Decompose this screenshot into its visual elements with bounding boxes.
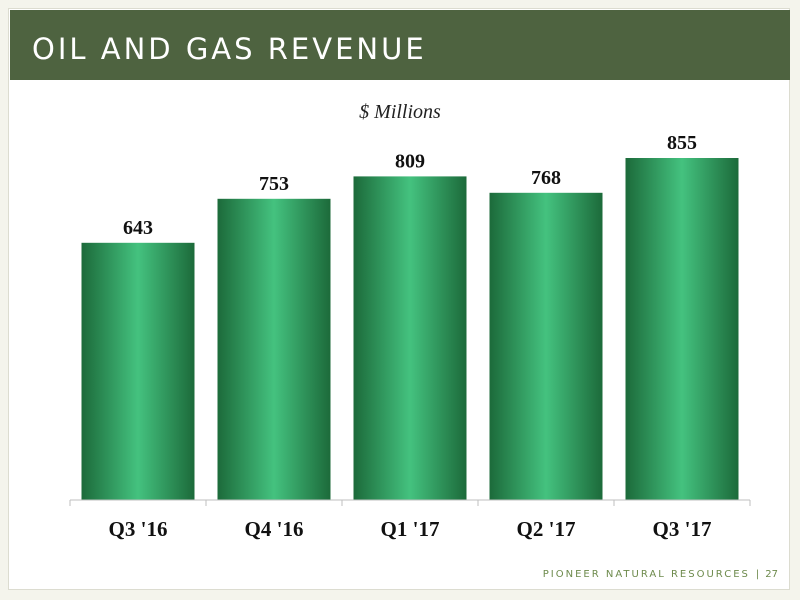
category-label-1: Q4 '16: [245, 517, 304, 541]
chart-subtitle: $ Millions: [359, 101, 441, 123]
slide-title: OIL AND GAS REVENUE: [32, 32, 427, 66]
footer-separator: |: [755, 569, 760, 580]
bar-2: [353, 176, 467, 500]
category-label-0: Q3 '16: [109, 517, 168, 541]
bar-3: [489, 192, 603, 501]
bar-1: [217, 198, 331, 501]
category-label-4: Q3 '17: [653, 517, 712, 541]
page-number: 27: [765, 569, 778, 580]
title-bar: OIL AND GAS REVENUE: [10, 10, 790, 80]
category-label-2: Q1 '17: [381, 517, 440, 541]
category-label-3: Q2 '17: [517, 517, 576, 541]
data-label-4: 855: [667, 132, 697, 154]
data-label-2: 809: [395, 150, 425, 172]
bar-0: [81, 242, 195, 501]
data-label-1: 753: [259, 173, 289, 195]
footer-company-name: PIONEER NATURAL RESOURCES: [542, 569, 750, 580]
data-label-0: 643: [123, 217, 153, 239]
footer: PIONEER NATURAL RESOURCES | 27: [543, 569, 778, 580]
bar-4: [625, 158, 739, 500]
data-label-3: 768: [531, 167, 561, 189]
